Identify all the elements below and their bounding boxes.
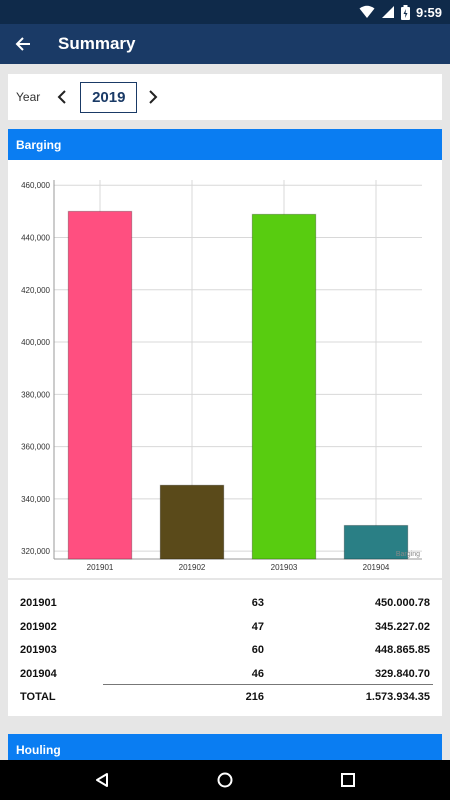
y-tick-label: 400,000 [21, 338, 50, 347]
chart-bar [159, 484, 225, 560]
chart-bar [343, 524, 409, 560]
x-tick-label: 201901 [87, 563, 114, 572]
table-row: 201901 63 450.000.78 [8, 592, 442, 616]
barging-chart: 320,000 340,000 360,000 380,000 400,000 420,0… [8, 160, 442, 578]
app-bar: Summary [0, 24, 450, 64]
chart-bar [251, 213, 317, 560]
row-period: 201901 [20, 597, 57, 609]
row-count: 60 [251, 644, 264, 656]
y-tick-label: 420,000 [21, 286, 50, 295]
year-label: Year [16, 90, 41, 104]
navigation-bar [0, 760, 450, 800]
square-recents-icon [341, 773, 356, 787]
year-value[interactable]: 2019 [80, 81, 138, 113]
table-row: 201903 60 448.865.85 [8, 639, 442, 663]
row-amount: 448.865.85 [374, 644, 430, 656]
row-count: 46 [251, 668, 264, 680]
total-amount: 1.573.934.35 [365, 691, 430, 703]
y-tick-label: 460,000 [21, 181, 50, 190]
table-row: 201902 47 345.227.02 [8, 616, 442, 640]
chevron-left-icon [57, 90, 66, 104]
signal-icon [381, 6, 394, 18]
barging-chart-svg: 320,000 340,000 360,000 380,000 400,000 420,0… [21, 180, 422, 572]
y-tick-label: 340,000 [21, 495, 50, 504]
barging-header-label: Barging [16, 137, 62, 152]
houling-header-label: Houling [16, 742, 61, 757]
y-tick-label: 320,000 [21, 547, 50, 556]
chevron-right-icon [149, 90, 158, 104]
previous-year-button[interactable] [50, 85, 74, 109]
row-count: 47 [251, 621, 264, 633]
battery-icon [400, 4, 410, 20]
row-amount: 450.000.78 [374, 597, 430, 609]
row-period: 201904 [20, 668, 57, 680]
next-year-button[interactable] [141, 85, 165, 109]
page-title: Summary [58, 34, 136, 53]
row-amount: 345.227.02 [374, 621, 430, 633]
chart-bar [67, 210, 133, 560]
table-row: 201904 46 329.840.70 [8, 663, 442, 687]
total-label: TOTAL [20, 691, 56, 703]
nav-home-button[interactable] [205, 760, 245, 800]
row-period: 201903 [20, 644, 57, 656]
wifi-icon [359, 5, 375, 18]
year-selector: Year 2019 [8, 74, 442, 120]
row-count: 63 [251, 597, 264, 609]
arrow-left-icon [15, 37, 30, 51]
chart-legend-label: Barging [396, 551, 420, 558]
x-tick-label: 201904 [363, 563, 390, 572]
status-time: 9:59 [415, 4, 442, 20]
barging-section-header[interactable]: Barging [8, 129, 442, 160]
x-tick-label: 201903 [271, 563, 298, 572]
status-bar: 9:59 [0, 0, 450, 24]
total-count: 216 [245, 691, 264, 703]
row-period: 201902 [20, 621, 57, 633]
back-button[interactable] [0, 24, 46, 64]
row-amount: 329.840.70 [374, 668, 430, 680]
barging-table: 201901 63 450.000.78 201902 47 345.227.0… [8, 580, 442, 716]
total-row: TOTAL 216 1.573.934.35 [8, 686, 442, 710]
y-tick-label: 440,000 [21, 234, 50, 243]
y-tick-label: 380,000 [21, 390, 50, 399]
nav-back-button[interactable] [82, 760, 122, 800]
circle-home-icon [217, 772, 233, 788]
total-divider [103, 684, 433, 685]
houling-section-header[interactable]: Houling [8, 734, 442, 765]
y-tick-label: 360,000 [21, 443, 50, 452]
nav-recents-button[interactable] [328, 760, 368, 800]
triangle-back-icon [95, 773, 108, 787]
x-tick-label: 201902 [179, 563, 206, 572]
